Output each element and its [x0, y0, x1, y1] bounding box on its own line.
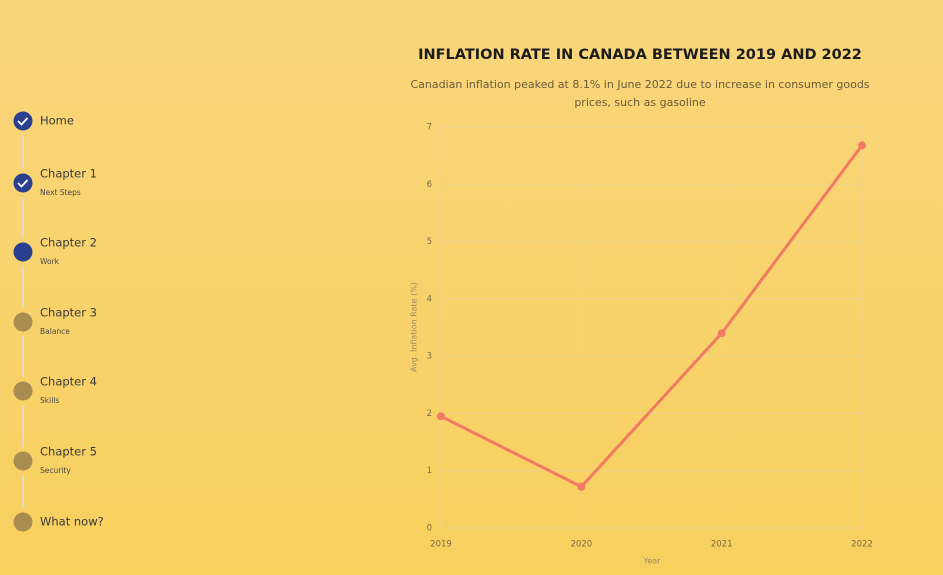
nav-sublabel: Work — [40, 257, 60, 266]
nav-label[interactable]: What now? — [40, 515, 104, 529]
nav-marker[interactable] — [13, 512, 33, 532]
nav-marker[interactable] — [13, 451, 33, 471]
y-tick-label: 4 — [427, 294, 432, 304]
x-tick-label: 2020 — [571, 540, 593, 550]
y-tick-label: 0 — [427, 524, 432, 534]
data-line — [440, 144, 864, 489]
y-tick-label: 5 — [427, 237, 432, 247]
x-axis-label: Year — [643, 557, 662, 566]
nav-label[interactable]: Chapter 1 — [40, 167, 97, 181]
y-tick-label: 6 — [427, 180, 432, 190]
check-icon — [17, 179, 29, 188]
nav-sublabel: Balance — [40, 327, 70, 336]
data-point — [437, 412, 445, 421]
nav-marker[interactable] — [13, 173, 33, 193]
data-point — [577, 482, 586, 491]
nav-sublabel: Next Steps — [40, 188, 81, 197]
nav-label[interactable]: Home — [40, 114, 74, 128]
nav-label[interactable]: Chapter 2 — [40, 236, 97, 250]
x-tick-label: 2021 — [711, 540, 733, 550]
y-axis-label: Avg. Inflation Rate (%) — [410, 282, 419, 372]
nav-marker[interactable] — [13, 242, 33, 262]
check-icon — [17, 117, 29, 126]
chart-subtitle: Canadian inflation peaked at 8.1% in Jun… — [410, 78, 870, 109]
x-tick-label: 2019 — [430, 540, 452, 550]
data-point — [858, 141, 866, 150]
data-point — [717, 329, 726, 338]
nav-sublabel: Skills — [40, 396, 59, 405]
nav-label[interactable]: Chapter 5 — [40, 445, 97, 459]
nav-sublabel: Security — [40, 466, 71, 475]
y-tick-label: 7 — [427, 123, 432, 133]
nav-marker[interactable] — [13, 111, 33, 131]
nav-label[interactable]: Chapter 3 — [40, 306, 97, 320]
y-tick-label: 1 — [427, 466, 432, 476]
nav-marker[interactable] — [13, 312, 33, 332]
y-tick-label: 3 — [427, 352, 432, 362]
y-tick-label: 2 — [427, 409, 432, 419]
chart-title: INFLATION RATE IN CANADA BETWEEN 2019 AN… — [418, 47, 862, 63]
x-tick-label: 2022 — [851, 540, 873, 550]
nav-marker[interactable] — [13, 381, 33, 401]
nav-label[interactable]: Chapter 4 — [40, 375, 97, 389]
